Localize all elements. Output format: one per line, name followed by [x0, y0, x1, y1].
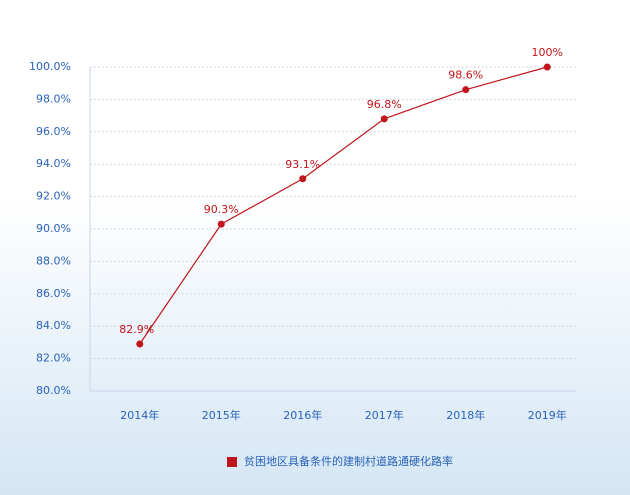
legend-swatch: [227, 457, 237, 467]
value-label: 98.6%: [448, 69, 483, 82]
y-tick-label: 80.0%: [36, 384, 71, 397]
x-tick-label: 2014年: [120, 408, 159, 422]
y-tick-label: 82.0%: [36, 352, 71, 365]
y-tick-label: 92.0%: [36, 190, 71, 203]
point: [136, 340, 144, 348]
y-tick-label: 100.0%: [29, 60, 71, 73]
value-label: 90.3%: [204, 203, 239, 216]
value-label: 93.1%: [285, 158, 320, 171]
y-tick-label: 96.0%: [36, 125, 71, 138]
y-tick-label: 90.0%: [36, 222, 71, 235]
point: [380, 115, 388, 123]
y-tick-label: 86.0%: [36, 287, 71, 300]
x-tick-label: 2015年: [202, 408, 241, 422]
y-tick-label: 84.0%: [36, 319, 71, 332]
value-label: 82.9%: [119, 323, 154, 336]
line: [139, 66, 548, 345]
value-label: 100%: [532, 46, 563, 59]
point: [543, 63, 551, 71]
point: [299, 175, 307, 183]
point: [217, 220, 225, 228]
y-tick-label: 94.0%: [36, 157, 71, 170]
y-tick-label: 88.0%: [36, 254, 71, 267]
x-tick-label: 2018年: [446, 408, 485, 422]
legend-label: 贫困地区具备条件的建制村道路通硬化路率: [244, 454, 453, 468]
value-label: 96.8%: [367, 98, 402, 111]
x-tick-label: 2016年: [283, 408, 322, 422]
x-tick-label: 2019年: [528, 408, 567, 422]
point: [462, 86, 470, 94]
x-tick-label: 2017年: [365, 408, 404, 422]
y-tick-label: 98.0%: [36, 92, 71, 105]
